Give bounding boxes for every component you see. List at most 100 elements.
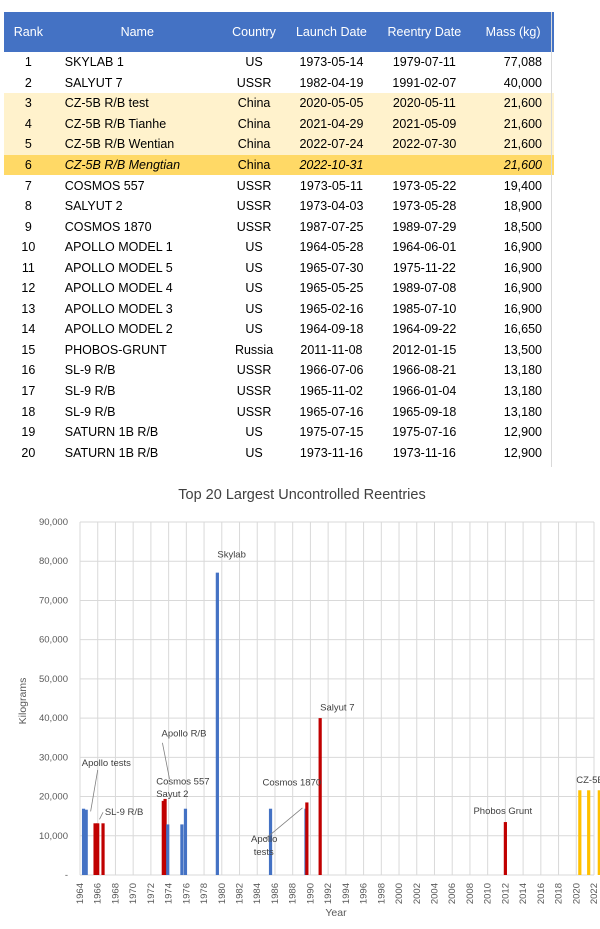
table-cell-rank: 15 (21, 342, 36, 357)
table-cell-rank: 5 (4, 134, 53, 155)
table-cell-reentry: 1964-06-01 (392, 240, 457, 255)
bar (93, 823, 97, 875)
table-cell-name: CZ-5B R/B test (52, 93, 222, 114)
table-row: 5 CZ-5B R/B Wentian China 2022-07-24 2022-07… (4, 134, 554, 155)
table-cell-country: Russia (234, 342, 274, 357)
table-cell-rank: 16 (21, 363, 36, 378)
bar (578, 790, 582, 875)
table-row: 19 SATURN 1B R/B US 1975-07-15 1975-07-16 12,… (4, 422, 554, 443)
bar (163, 798, 167, 875)
table-cell-mass: 18,900 (503, 199, 542, 214)
table-cell-launch: 1982-04-19 (299, 75, 364, 90)
table-cell-launch: 1973-04-03 (299, 199, 364, 214)
table-cell-rank: 1 (24, 55, 32, 70)
x-tick-label: 1996 (359, 883, 370, 904)
table-cell-rank: 2 (24, 75, 32, 90)
x-tick-label: 1986 (270, 883, 281, 904)
table-row: 11 APOLLO MODEL 5 US 1965-07-30 1975-11-22 16… (4, 257, 554, 278)
chart-bars (81, 572, 600, 875)
chart-annotation: CZ-5Bs (576, 775, 600, 786)
table-cell-country: USSR (236, 384, 272, 399)
table-cell-launch: 1965-07-16 (299, 404, 364, 419)
bar (318, 718, 322, 875)
table-cell-mass: 12,900 (503, 425, 542, 440)
chart-annotation: Salyut 7 (320, 702, 354, 713)
x-axis-ticks: 1964 1966 1968 1970 1972 1974 1976 1978 1980 1982… (75, 883, 600, 904)
table-cell-rank: 8 (24, 199, 32, 214)
x-tick-label: 2022 (589, 883, 600, 904)
table-cell-name: SALYUT 2 (64, 199, 123, 214)
header-mass: Mass (kg) (472, 12, 554, 52)
y-tick-label: 10,000 (39, 831, 68, 842)
bar (101, 823, 105, 875)
table-cell-rank: 7 (24, 178, 32, 193)
table-cell-mass: 21,600 (472, 134, 554, 155)
x-tick-label: 1964 (75, 883, 86, 904)
x-tick-label: 2002 (412, 883, 423, 904)
bar (305, 802, 309, 875)
chart-annotation: Cosmos 1870 (263, 778, 322, 789)
table-cell-mass: 16,650 (503, 322, 542, 337)
table-cell-country: USSR (236, 75, 272, 90)
table-cell-mass: 13,180 (503, 363, 542, 378)
bar (84, 809, 88, 875)
table-cell-rank: 6 (4, 154, 53, 176)
leader-line (90, 769, 99, 812)
table-cell-launch: 2022-07-24 (286, 134, 377, 155)
y-tick-label: 80,000 (39, 556, 68, 567)
chart-title: Top 20 Largest Uncontrolled Reentries (178, 487, 425, 503)
table-cell-country: US (245, 55, 263, 70)
table-cell-name: APOLLO MODEL 5 (64, 260, 173, 275)
y-tick-label: - (65, 870, 68, 881)
table-cell-launch: 1965-02-16 (299, 301, 364, 316)
table-cell-mass: 21,600 (472, 113, 554, 135)
table-cell-launch: 1965-05-25 (299, 281, 364, 296)
table-cell-mass: 13,180 (503, 404, 542, 419)
table-cell-launch: 1965-11-02 (299, 384, 363, 399)
table-cell-launch: 1965-07-30 (299, 260, 364, 275)
x-tick-label: 1976 (181, 883, 192, 904)
table-cell-launch: 1987-07-25 (299, 219, 364, 234)
table-cell-name: PHOBOS-GRUNT (64, 342, 167, 357)
x-tick-label: 1972 (146, 883, 157, 904)
reentries-table: Rank Name Country Launch Date Reentry Da… (4, 12, 554, 463)
table-cell-launch: 1973-11-16 (299, 445, 363, 460)
table-cell-name: SALYUT 7 (64, 75, 123, 90)
x-tick-label: 1978 (199, 883, 210, 904)
bar (597, 790, 600, 875)
table-cell-launch: 1973-05-14 (299, 55, 364, 70)
table-cell-name: APOLLO MODEL 2 (64, 322, 173, 337)
table-cell-name: SL-9 R/B (64, 404, 116, 419)
table-cell-name: APOLLO MODEL 4 (64, 281, 173, 296)
chart-annotations: Skylab Salyut 7 Apollo tests Apollo R/B Cosm… (82, 549, 600, 858)
table-cell-reentry: 1973-11-16 (392, 445, 456, 460)
table-cell-mass: 16,900 (503, 260, 542, 275)
table-cell-country: China (221, 113, 287, 135)
x-tick-label: 1994 (341, 883, 352, 904)
table-cell-country: USSR (236, 404, 272, 419)
table-cell-name: SKYLAB 1 (64, 55, 124, 70)
table-cell-name: CZ-5B R/B Mengtian (52, 154, 222, 176)
table-cell-mass: 19,400 (503, 178, 542, 193)
x-tick-label: 1992 (323, 883, 334, 904)
chart-annotation: tests (254, 847, 274, 858)
x-tick-label: 1982 (235, 883, 246, 904)
x-tick-label: 1998 (376, 883, 387, 904)
bar (268, 808, 273, 875)
x-tick-label: 2016 (536, 883, 547, 904)
table-row: 3 CZ-5B R/B test China 2020-05-05 2020-05-11… (4, 93, 554, 114)
table-cell-mass: 13,180 (503, 384, 542, 399)
table-cell-mass: 40,000 (503, 75, 542, 90)
table-cell-reentry: 2020-05-11 (376, 93, 473, 114)
table-row: 12 APOLLO MODEL 4 US 1965-05-25 1989-07-08 16… (4, 278, 554, 299)
leader-line (99, 812, 104, 820)
table-cell-country: US (245, 240, 263, 255)
table-cell-reentry: 1966-08-21 (392, 363, 457, 378)
table-cell-rank: 4 (4, 113, 53, 135)
table-row: 2 SALYUT 7 USSR 1982-04-19 1991-02-07 40,000 (4, 73, 554, 94)
table-cell-country: US (245, 425, 263, 440)
table-cell-rank: 18 (21, 404, 36, 419)
y-tick-label: 70,000 (39, 595, 68, 606)
bar (183, 808, 188, 875)
reentries-chart: Top 20 Largest Uncontrolled Reentries -1… (17, 487, 600, 919)
